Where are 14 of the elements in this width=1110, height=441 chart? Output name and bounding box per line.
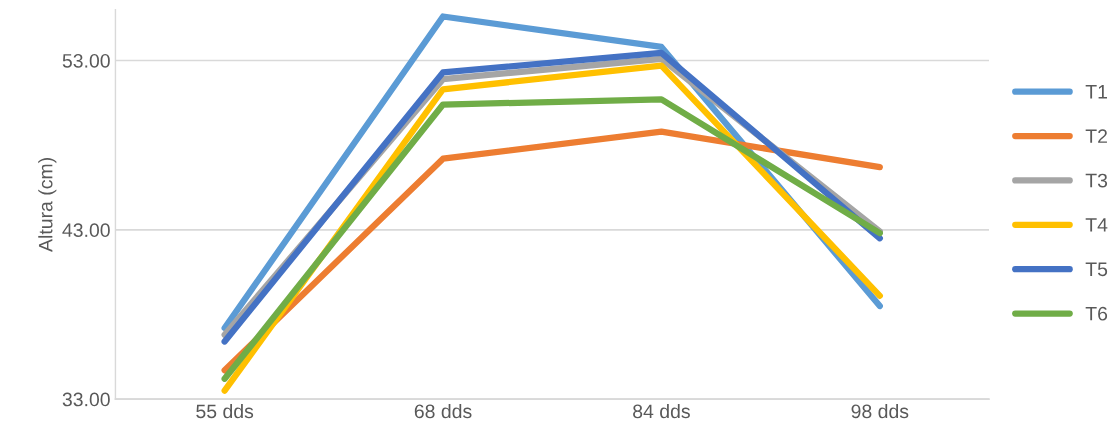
legend-label: T1 — [1085, 85, 1107, 99]
legend-label: T3 — [1085, 173, 1108, 188]
x-tick-label: 68 dds — [414, 403, 472, 419]
legend-label: T4 — [1085, 218, 1108, 232]
x-tick-label: 98 dds — [851, 403, 909, 419]
x-tick-label: 84 dds — [633, 403, 690, 419]
y-axis-title: Altura (cm) — [38, 158, 57, 252]
x-tick-label: 55 dds — [196, 403, 254, 419]
y-tick-label: 53.00 — [62, 53, 110, 68]
y-tick-label: 43.00 — [62, 223, 110, 238]
legend-label: T5 — [1085, 262, 1108, 277]
y-tick-label: 33.00 — [62, 392, 110, 407]
legend-label: T6 — [1085, 306, 1108, 321]
legend-label: T2 — [1085, 129, 1107, 143]
